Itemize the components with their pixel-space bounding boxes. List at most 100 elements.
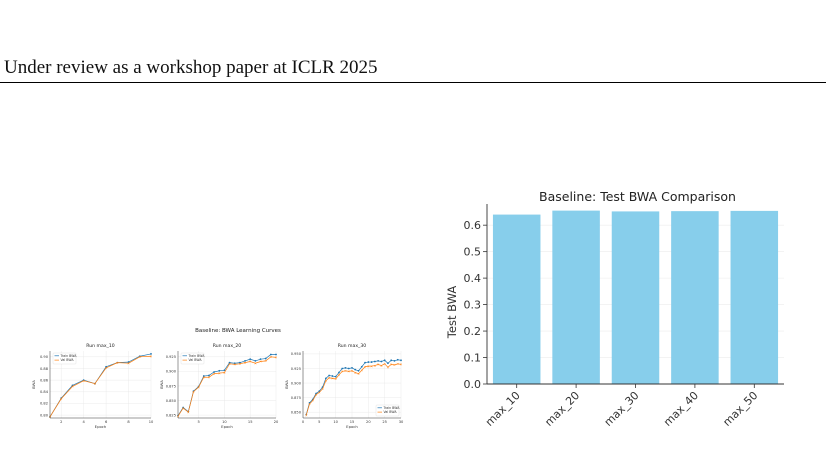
data-point-val: × [347, 370, 350, 374]
data-point-val: × [400, 363, 403, 367]
line-chart-2: 0.825 0.850 0.875 0.900 0.925 5 10 15 20 Run max_… [159, 343, 279, 429]
data-point-train [387, 362, 389, 365]
series-line-val [177, 356, 277, 417]
data-point-val: × [187, 410, 190, 414]
data-point-train [334, 375, 337, 378]
data-point-train [182, 406, 185, 409]
data-point-val: × [357, 372, 360, 376]
figure-suptitle: Baseline: BWA Learning Curves [195, 328, 281, 334]
y-tick-label: 0.5 [464, 246, 482, 259]
data-point-val: × [311, 399, 314, 403]
data-point-train [213, 371, 216, 373]
data-point-val: × [264, 359, 267, 363]
data-point-train [354, 368, 357, 371]
data-point-train [105, 365, 108, 368]
data-point-val: × [238, 362, 241, 366]
data-point-val: × [269, 355, 272, 359]
y-tick-label: 0.900 [166, 370, 177, 374]
line-chart-1: 0.80 0.82 0.84 0.86 0.88 0.90 2 4 6 8 10 Run max_10… [31, 343, 154, 429]
data-point-train [377, 360, 380, 362]
bar-max_50 [730, 210, 779, 384]
data-point-val: × [351, 369, 354, 373]
series-line-val [305, 363, 402, 416]
data-point-train [324, 377, 327, 380]
y-tick-label: 0.86 [40, 378, 49, 382]
y-tick-label: 0.950 [291, 352, 302, 356]
x-tick-label: max_30 [602, 389, 642, 429]
y-tick-label: 0.925 [166, 355, 176, 359]
legend-label: Train BWA [383, 406, 401, 410]
x-tick-label: max_10 [483, 389, 523, 429]
data-point-train [364, 361, 366, 364]
data-point-train [347, 367, 350, 370]
data-point-val: × [259, 360, 262, 364]
data-point-val: × [93, 382, 96, 386]
data-point-val: × [380, 364, 383, 368]
data-point-val: × [390, 363, 393, 367]
y-tick-label: 0.850 [291, 410, 302, 414]
x-axis-label: Epoch [95, 424, 107, 429]
data-point-train [150, 353, 152, 355]
data-point-train [360, 365, 363, 368]
data-point-val: × [393, 363, 396, 367]
data-point-val: × [331, 377, 334, 381]
data-point-train [275, 353, 277, 356]
x-tick-label: 10 [333, 420, 338, 424]
y-tick-label: 0.900 [291, 381, 302, 385]
line-chart-3: 0.850 0.875 0.900 0.925 0.950 0 5 10 15 20 25 30 Run… [284, 343, 404, 429]
data-point-val: × [364, 365, 367, 369]
data-point-val: × [373, 364, 376, 368]
data-point-val: × [177, 414, 180, 418]
data-point-val: × [71, 385, 74, 389]
data-point-train [223, 369, 226, 372]
chart-title: Run max_10 [86, 343, 114, 349]
data-point-train [393, 360, 396, 362]
bar-max_20 [552, 210, 600, 384]
data-point-val: × [377, 363, 380, 367]
x-tick-label: 30 [399, 420, 404, 424]
x-tick-label: max_20 [542, 389, 582, 429]
data-point-train [367, 361, 370, 363]
x-tick-label: 15 [248, 420, 253, 424]
data-point-val: × [341, 370, 344, 374]
y-tick-label: 0.1 [464, 352, 482, 365]
data-point-train [269, 353, 272, 356]
x-tick-label: 4 [83, 420, 86, 424]
data-point-train [71, 384, 74, 387]
data-point-train [259, 358, 262, 361]
x-tick-label: 10 [222, 420, 227, 424]
data-point-train [338, 371, 340, 374]
y-tick-label: 0.2 [464, 325, 482, 338]
y-tick-label: 0.4 [464, 272, 482, 285]
bar-max_40 [671, 211, 719, 384]
data-point-val: × [127, 361, 130, 365]
x-tick-label: 10 [149, 420, 154, 424]
y-tick-label: 0.925 [291, 367, 301, 371]
y-axis-label: BWA [31, 380, 36, 389]
data-point-val: × [208, 375, 211, 379]
data-point-train [254, 360, 257, 362]
data-point-val: × [213, 372, 216, 376]
x-tick-label: 20 [274, 420, 279, 424]
x-tick-label: 25 [382, 420, 387, 424]
data-point-val: × [308, 402, 311, 406]
data-point-train [208, 374, 210, 377]
data-point-train [344, 366, 347, 369]
x-tick-label: 20 [366, 420, 371, 424]
x-tick-label: max_40 [661, 389, 701, 429]
data-point-val: × [249, 360, 252, 364]
y-tick-label: 0.850 [166, 399, 177, 403]
data-point-train [228, 361, 231, 364]
data-point-val: × [254, 361, 257, 365]
y-tick-label: 0.6 [464, 219, 482, 232]
header-rule [0, 82, 826, 83]
x-tick-label: 5 [197, 420, 199, 424]
data-point-val: × [228, 362, 231, 366]
data-point-train [249, 358, 252, 361]
data-point-val: × [233, 363, 236, 367]
x-axis-label: Epoch [346, 424, 358, 429]
data-point-train [357, 369, 360, 372]
data-point-train [370, 361, 373, 363]
data-point-val: × [383, 362, 386, 366]
data-point-train [218, 369, 221, 372]
